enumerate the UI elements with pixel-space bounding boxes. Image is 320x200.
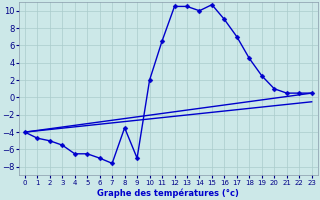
X-axis label: Graphe des températures (°c): Graphe des températures (°c)	[97, 188, 239, 198]
